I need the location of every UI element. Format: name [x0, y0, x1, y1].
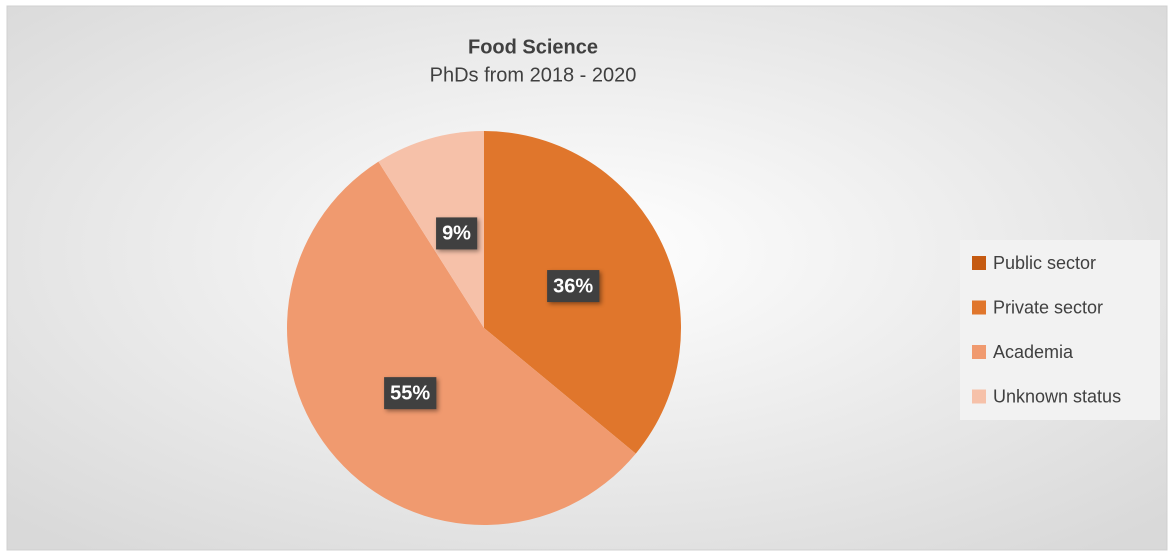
legend-label: Private sector — [993, 297, 1103, 317]
data-label: 55% — [390, 382, 430, 404]
legend-label: Public sector — [993, 253, 1096, 273]
data-label-box — [436, 217, 478, 250]
legend-swatch — [972, 256, 986, 270]
data-label-box — [384, 377, 437, 410]
legend-box — [960, 240, 1160, 420]
legend-label: Unknown status — [993, 386, 1121, 406]
data-label-box — [547, 270, 600, 303]
chart-title: Food Science — [468, 36, 598, 58]
legend-swatch — [972, 389, 986, 404]
legend-swatch — [972, 345, 986, 359]
data-label: 9% — [442, 223, 471, 245]
data-label: 36% — [553, 275, 593, 297]
legend-label: Academia — [993, 342, 1074, 362]
chart-subtitle: PhDs from 2018 - 2020 — [430, 64, 637, 86]
pie-slice — [287, 161, 636, 525]
pie-slice — [378, 131, 484, 328]
legend-swatch — [972, 300, 986, 315]
